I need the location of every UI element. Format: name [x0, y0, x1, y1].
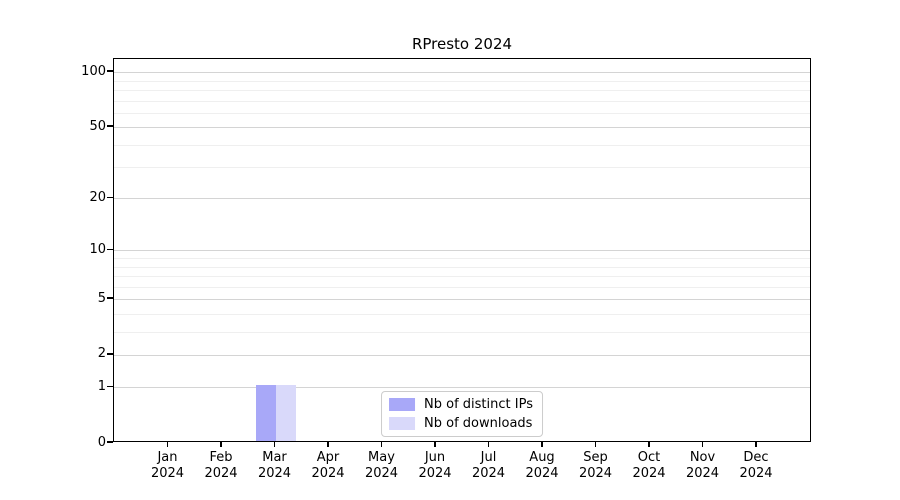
x-tick-mark — [594, 442, 597, 447]
x-tick-label-line: 2024 — [685, 466, 720, 481]
minor-gridline — [114, 112, 810, 114]
x-tick-label-line: Oct — [637, 450, 661, 465]
minor-gridline — [114, 313, 810, 315]
bar-distinct-ips — [255, 385, 276, 441]
x-tick-mark — [380, 442, 383, 447]
major-gridline — [114, 354, 810, 356]
x-tick-label: Oct 2024 — [619, 450, 679, 482]
x-tick-mark — [487, 442, 490, 447]
major-gridline — [114, 299, 810, 300]
x-tick-mark — [434, 442, 436, 447]
x-tick-label-line: 2024 — [525, 466, 559, 481]
x-tick-label: Jan 2024 — [138, 450, 198, 482]
minor-gridline — [114, 144, 810, 146]
y-tick-mark — [107, 385, 113, 388]
x-tick-label: Sep 2024 — [566, 450, 626, 482]
legend-swatch — [389, 417, 416, 430]
x-tick-mark — [327, 442, 329, 447]
x-tick-label-line: 2024 — [204, 466, 238, 481]
x-tick-label-line: Sep — [583, 450, 608, 465]
x-tick-mark — [166, 442, 169, 447]
minor-gridline — [114, 266, 810, 268]
x-tick-label-line: Dec — [743, 450, 769, 465]
x-tick-label-line: Aug — [529, 450, 555, 465]
x-tick-label: Jul 2024 — [459, 450, 519, 482]
x-tick-label: Aug 2024 — [512, 450, 572, 482]
y-tick-mark — [107, 353, 113, 355]
major-gridline — [114, 127, 810, 129]
minor-gridline — [114, 286, 810, 288]
legend: Nb of distinct IPs Nb of downloads — [381, 391, 543, 437]
y-tick-mark — [107, 297, 113, 299]
legend-item: Nb of distinct IPs — [389, 397, 533, 412]
y-tick-mark — [107, 248, 113, 251]
x-tick-mark — [541, 442, 543, 447]
minor-gridline — [114, 80, 810, 82]
minor-gridline — [114, 89, 810, 91]
minor-gridline — [114, 275, 810, 277]
minor-gridline — [114, 167, 810, 169]
legend-swatch — [389, 398, 416, 411]
y-tick-label: 100 — [81, 63, 106, 79]
x-tick-label: Feb 2024 — [191, 450, 251, 482]
minor-gridline — [114, 258, 810, 259]
plot-area — [113, 58, 811, 442]
y-tick-label: 20 — [89, 189, 106, 205]
minor-gridline — [114, 100, 810, 102]
x-tick-mark — [273, 442, 276, 447]
major-gridline — [114, 387, 810, 389]
y-tick-label: 0 — [97, 434, 106, 450]
x-tick-label-line: 2024 — [632, 466, 666, 481]
x-tick-label-line: Feb — [209, 450, 233, 465]
x-tick-label: Dec 2024 — [726, 450, 786, 482]
x-tick-label: Apr 2024 — [298, 450, 358, 482]
bar-downloads — [275, 385, 296, 441]
y-tick-label: 50 — [89, 118, 106, 134]
x-tick-mark — [220, 442, 222, 447]
x-tick-label-line: Mar — [262, 450, 287, 465]
x-tick-label-line: Apr — [316, 450, 340, 465]
x-tick-label: Jun 2024 — [405, 450, 465, 482]
x-tick-mark — [701, 442, 704, 447]
major-gridline — [114, 250, 810, 252]
x-tick-label-line: 2024 — [739, 466, 773, 481]
x-tick-mark — [755, 442, 757, 447]
x-tick-label-line: Jun — [424, 450, 446, 465]
y-tick-label: 10 — [89, 241, 106, 257]
major-gridline — [114, 198, 810, 200]
x-tick-label-line: 2024 — [311, 466, 345, 481]
x-tick-label-line: 2024 — [364, 466, 399, 481]
legend-label: Nb of distinct IPs — [424, 397, 533, 412]
x-tick-label-line: 2024 — [578, 466, 613, 481]
y-tick-mark — [107, 70, 113, 72]
x-tick-mark — [648, 442, 650, 447]
y-tick-label: 5 — [97, 290, 106, 306]
legend-item: Nb of downloads — [389, 416, 533, 431]
y-tick-mark — [107, 125, 113, 127]
x-tick-label-line: 2024 — [150, 466, 185, 481]
x-tick-label-line: 2024 — [257, 466, 292, 481]
y-tick-mark — [107, 441, 113, 443]
y-tick-label: 2 — [97, 346, 106, 362]
x-tick-label: May 2024 — [352, 450, 412, 482]
x-tick-label-line: Nov — [689, 450, 716, 465]
x-tick-label: Nov 2024 — [673, 450, 733, 482]
legend-label: Nb of downloads — [424, 416, 533, 431]
y-tick-mark — [107, 196, 113, 199]
x-tick-label-line: 2024 — [418, 466, 452, 481]
x-tick-label-line: May — [368, 450, 395, 465]
y-tick-label: 1 — [97, 378, 106, 394]
x-tick-label-line: 2024 — [471, 466, 506, 481]
chart-title: RPresto 2024 — [411, 35, 513, 53]
x-tick-label-line: Jan — [157, 450, 178, 465]
x-tick-label: Mar 2024 — [245, 450, 305, 482]
minor-gridline — [114, 331, 810, 333]
major-gridline — [114, 72, 810, 74]
x-tick-label-line: Jul — [480, 450, 497, 465]
